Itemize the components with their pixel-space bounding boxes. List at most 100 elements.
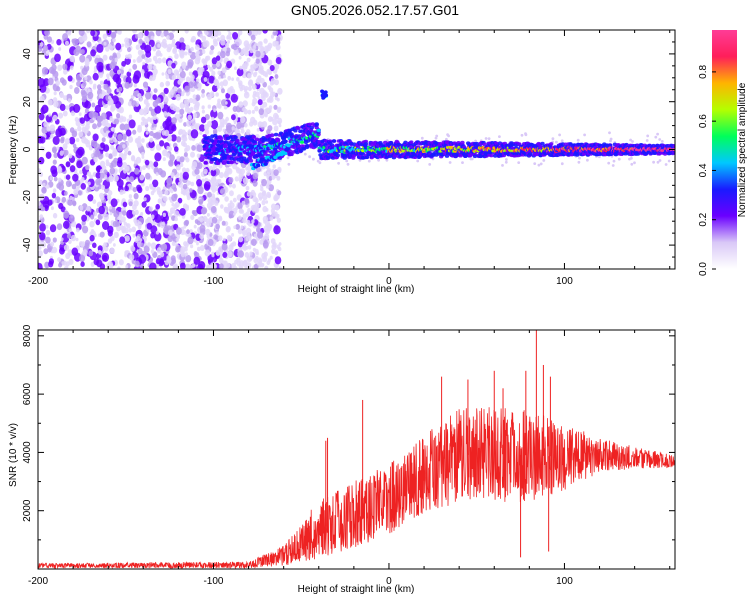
noise-dot <box>267 59 273 66</box>
noise-dot <box>39 136 46 144</box>
noise-dot <box>107 230 113 237</box>
noise-dot <box>47 247 52 253</box>
noise-dot <box>203 64 209 71</box>
noise-dot <box>52 159 57 165</box>
noise-dot <box>244 43 251 50</box>
noise-dot <box>261 178 267 187</box>
noise-dot <box>224 196 229 202</box>
noise-dot <box>72 173 79 182</box>
noise-dot <box>157 57 162 64</box>
noise-dot <box>123 221 128 226</box>
noise-dot <box>560 162 564 166</box>
noise-dot <box>45 229 51 236</box>
noise-dot <box>162 38 167 45</box>
noise-dot <box>230 93 238 103</box>
noise-dot <box>98 115 104 122</box>
noise-dot <box>658 159 662 162</box>
noise-dot <box>77 125 82 132</box>
noise-dot <box>120 66 124 70</box>
noise-dot <box>102 221 110 230</box>
noise-dot <box>140 212 144 216</box>
noise-dot <box>112 52 117 58</box>
noise-dot <box>228 177 234 184</box>
noise-dot <box>39 214 44 219</box>
noise-dot <box>160 32 165 38</box>
noise-dot <box>93 211 98 217</box>
noise-dot <box>230 58 236 65</box>
noise-dot <box>193 251 198 256</box>
noise-dot <box>253 233 258 238</box>
noise-dot <box>652 160 655 164</box>
noise-dot <box>153 161 159 168</box>
noise-dot <box>110 144 115 150</box>
noise-dot <box>57 64 63 71</box>
noise-dot <box>125 54 129 60</box>
noise-dot <box>71 247 79 256</box>
noise-dot <box>220 188 226 195</box>
noise-dot <box>607 161 611 165</box>
noise-dot <box>100 160 106 168</box>
noise-dot <box>278 123 282 128</box>
noise-dot <box>134 260 140 268</box>
noise-dot <box>252 45 257 50</box>
noise-dot <box>148 106 153 112</box>
noise-dot <box>251 83 257 90</box>
noise-dot <box>105 159 109 164</box>
noise-dot <box>152 100 158 108</box>
noise-dot <box>140 121 145 126</box>
noise-dot <box>217 235 223 242</box>
noise-dot <box>257 99 263 106</box>
noise-dot <box>93 156 98 163</box>
noise-dot <box>184 30 189 34</box>
noise-dot <box>38 156 45 165</box>
band-dot <box>335 153 341 158</box>
noise-dot <box>109 61 116 70</box>
noise-dot <box>127 46 132 53</box>
noise-dot <box>109 45 114 51</box>
noise-dot <box>128 228 133 233</box>
noise-dot <box>154 214 162 223</box>
noise-dot <box>141 151 145 157</box>
noise-dot <box>122 201 128 208</box>
noise-dot <box>199 130 203 135</box>
noise-dot <box>197 186 204 195</box>
noise-dot <box>214 82 218 86</box>
noise-dot <box>210 205 217 214</box>
noise-dot <box>152 188 156 193</box>
noise-dot <box>251 109 255 114</box>
noise-dot <box>249 256 253 261</box>
noise-dot <box>216 37 221 42</box>
noise-dot <box>276 217 281 223</box>
noise-dot <box>191 145 196 151</box>
noise-dot <box>96 43 104 53</box>
noise-dot <box>630 156 633 160</box>
noise-dot <box>231 233 235 237</box>
noise-dot <box>240 116 246 124</box>
noise-dot <box>195 44 200 51</box>
noise-dot <box>250 116 256 124</box>
noise-dot <box>109 211 113 216</box>
noise-dot <box>196 179 203 187</box>
noise-dot <box>47 77 54 86</box>
noise-dot <box>148 206 153 212</box>
noise-dot <box>202 40 209 48</box>
noise-dot <box>85 63 88 67</box>
noise-dot <box>90 49 96 57</box>
noise-dot <box>64 138 70 145</box>
noise-dot <box>131 226 136 233</box>
noise-dot <box>261 263 265 267</box>
noise-dot <box>274 74 279 79</box>
noise-dot <box>122 210 127 216</box>
band-dot <box>296 126 301 130</box>
noise-dot <box>204 249 211 257</box>
noise-dot <box>168 159 174 167</box>
noise-dot <box>179 108 185 115</box>
noise-dot <box>275 44 281 51</box>
noise-dot <box>152 132 157 139</box>
noise-dot <box>246 219 251 226</box>
noise-dot <box>578 156 581 160</box>
noise-dot <box>226 225 231 232</box>
noise-dot <box>163 30 169 37</box>
noise-dot <box>115 77 122 85</box>
